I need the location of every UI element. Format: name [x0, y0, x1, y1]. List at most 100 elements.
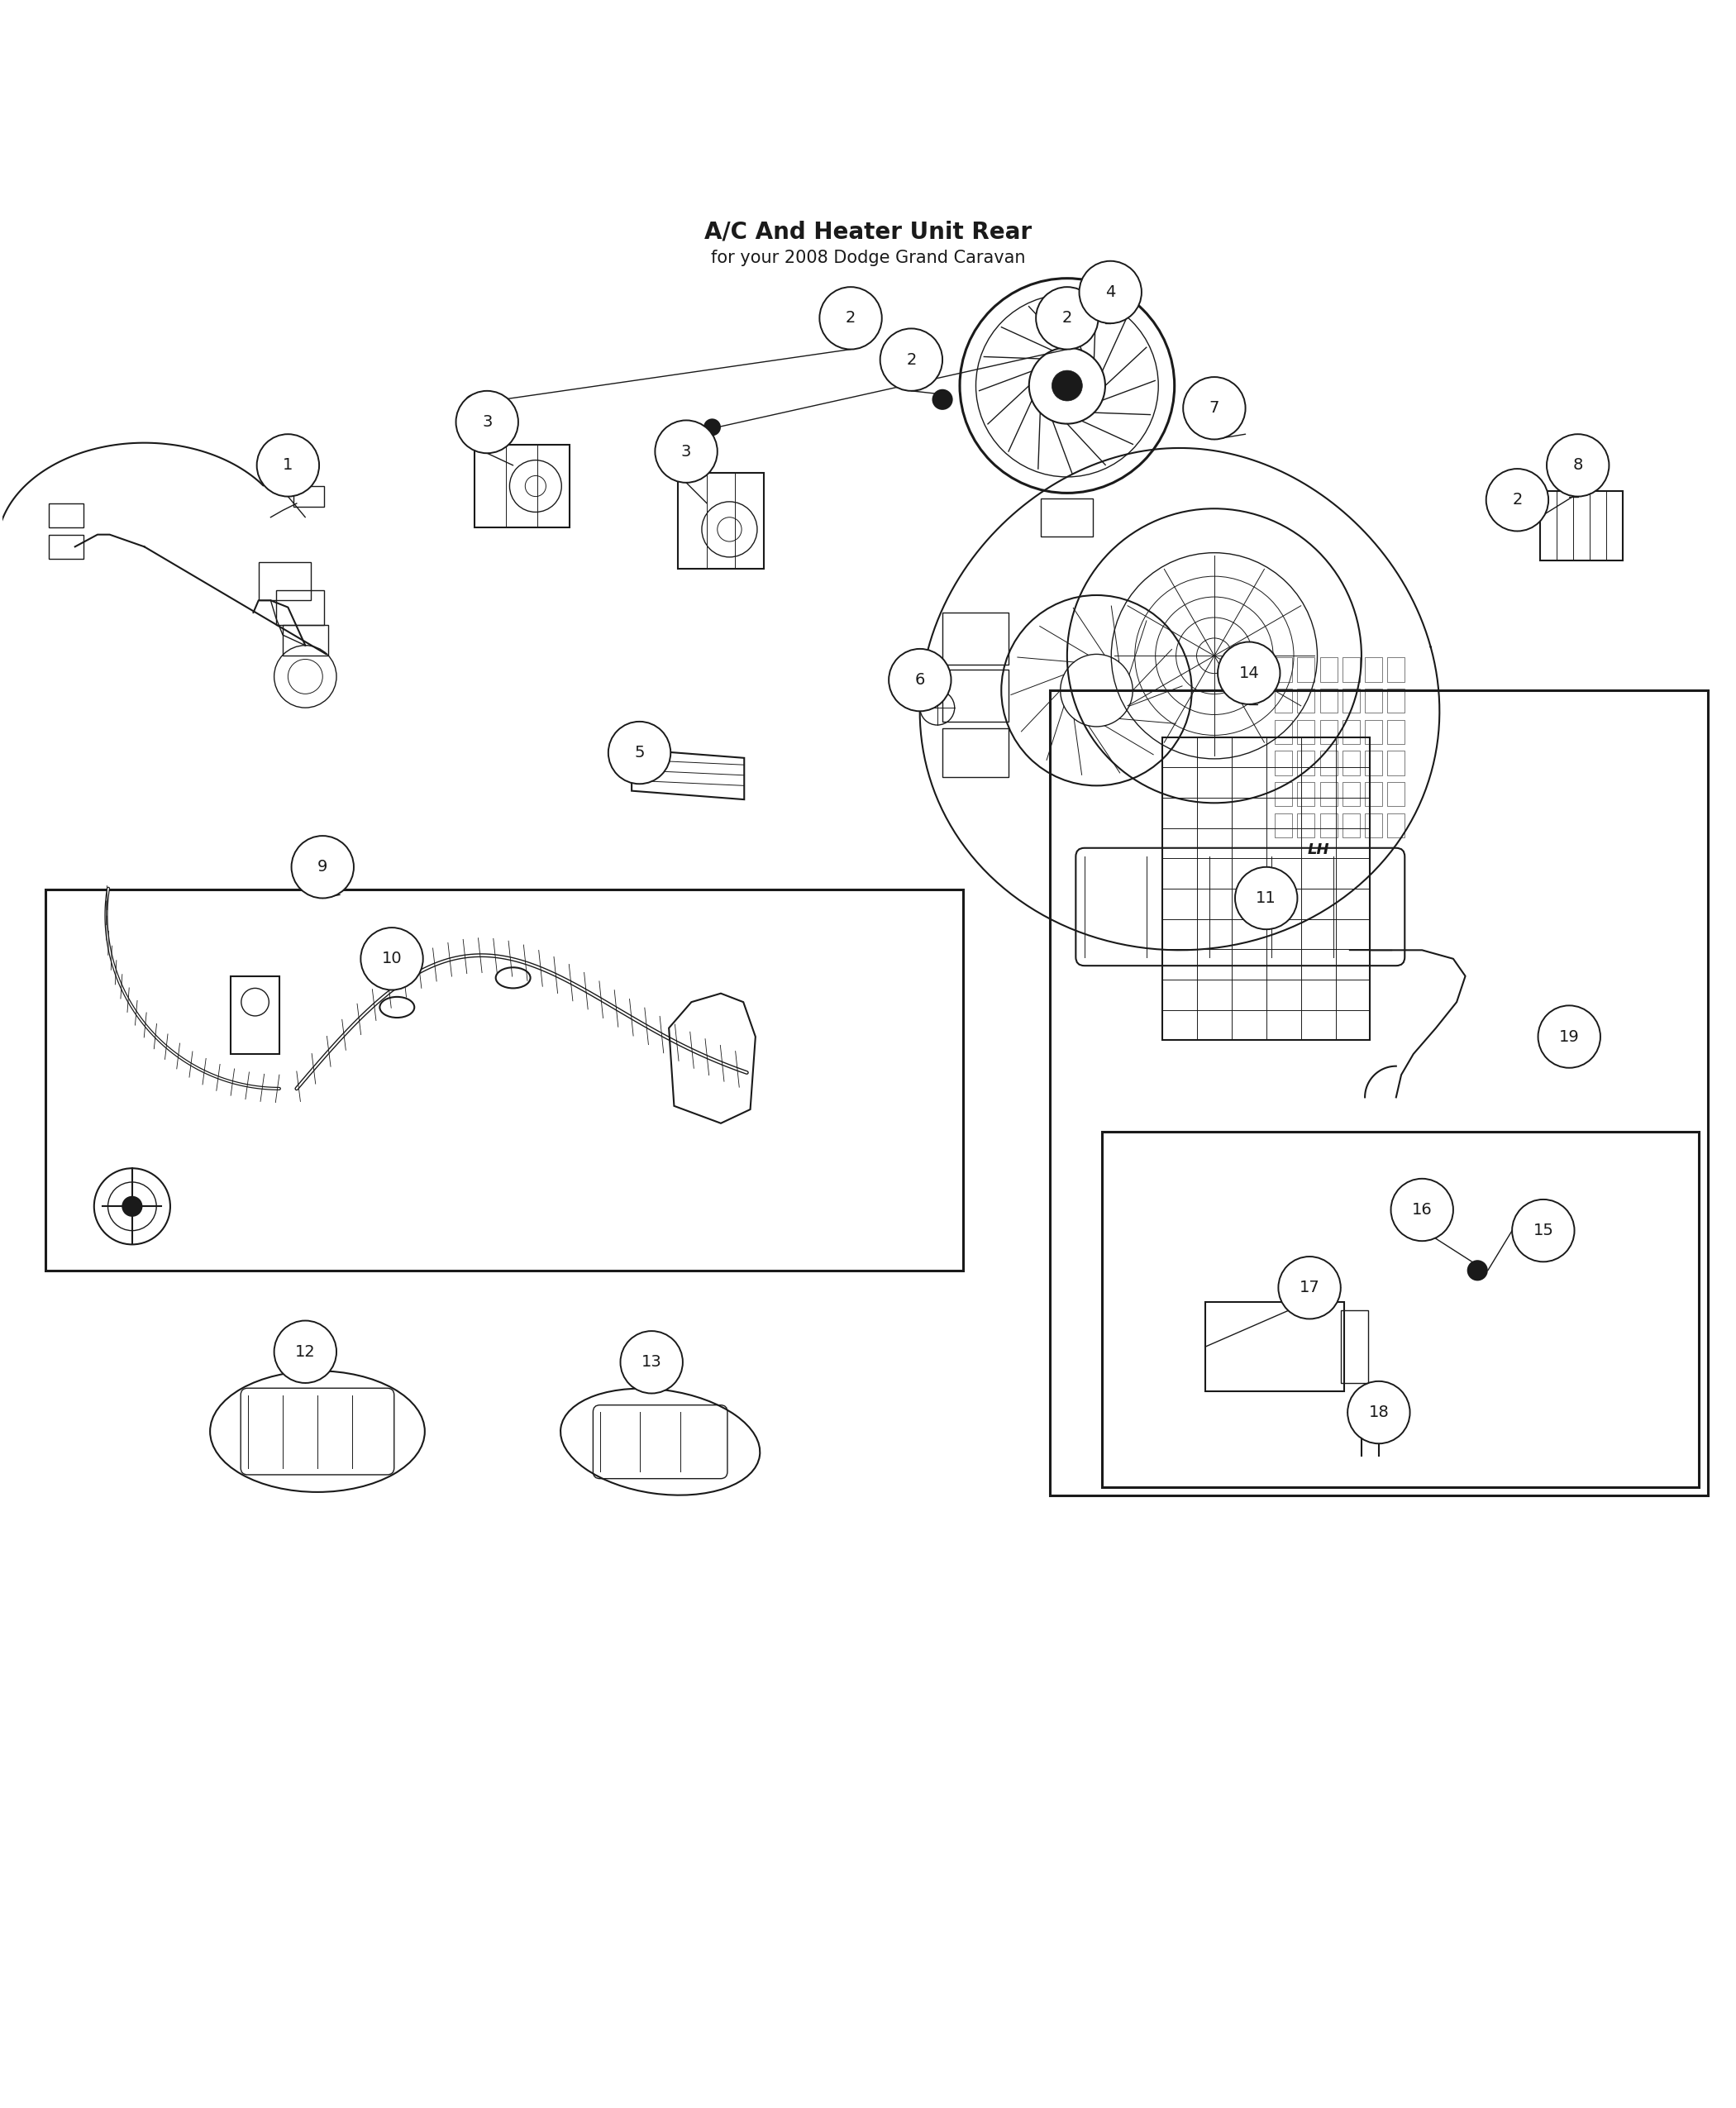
Text: 17: 17	[1299, 1280, 1319, 1296]
Circle shape	[889, 649, 951, 710]
Bar	[1387, 782, 1404, 807]
Circle shape	[1538, 1006, 1601, 1069]
Bar	[1342, 689, 1359, 713]
Bar	[1319, 750, 1337, 776]
Bar	[1387, 658, 1404, 681]
Bar	[1342, 782, 1359, 807]
Circle shape	[361, 928, 424, 991]
Text: 18: 18	[1368, 1404, 1389, 1421]
Circle shape	[1486, 468, 1549, 531]
Circle shape	[1547, 434, 1609, 497]
Text: 2: 2	[1062, 310, 1073, 327]
Bar	[1050, 691, 1708, 1495]
Circle shape	[620, 1330, 682, 1393]
Bar	[276, 590, 325, 624]
Circle shape	[1371, 1398, 1385, 1410]
Circle shape	[1278, 1256, 1340, 1320]
Text: 15: 15	[1533, 1223, 1554, 1240]
Circle shape	[1052, 371, 1082, 401]
Circle shape	[1080, 261, 1142, 323]
Bar	[1297, 658, 1314, 681]
Circle shape	[1036, 287, 1099, 350]
Bar	[1387, 689, 1404, 713]
Bar	[1319, 658, 1337, 681]
Bar	[1297, 689, 1314, 713]
Text: 4: 4	[1106, 285, 1116, 299]
Circle shape	[1217, 643, 1279, 704]
Bar	[1342, 658, 1359, 681]
Text: 1: 1	[283, 457, 293, 472]
Circle shape	[1184, 377, 1245, 438]
Text: 2: 2	[845, 310, 856, 327]
Text: for your 2008 Dodge Grand Caravan: for your 2008 Dodge Grand Caravan	[710, 249, 1026, 266]
Bar	[1364, 814, 1382, 837]
Bar	[283, 624, 328, 656]
Text: 3: 3	[483, 413, 493, 430]
Bar	[1364, 750, 1382, 776]
Text: 5: 5	[634, 744, 644, 761]
Circle shape	[465, 394, 483, 411]
Bar	[1297, 750, 1314, 776]
Text: LH: LH	[1307, 843, 1330, 858]
Bar	[1540, 491, 1623, 561]
Bar	[1342, 814, 1359, 837]
Circle shape	[1512, 1199, 1575, 1263]
Text: 11: 11	[1255, 890, 1276, 906]
Bar	[1205, 1301, 1344, 1391]
Bar	[259, 563, 311, 601]
Bar	[1319, 689, 1337, 713]
Bar	[943, 729, 1009, 778]
Circle shape	[457, 390, 519, 453]
Circle shape	[703, 419, 720, 436]
Bar	[1319, 782, 1337, 807]
Bar	[1342, 719, 1359, 744]
Bar	[1274, 689, 1292, 713]
Circle shape	[122, 1195, 142, 1216]
Bar	[1274, 750, 1292, 776]
Text: 2: 2	[1512, 491, 1522, 508]
Text: A/C And Heater Unit Rear: A/C And Heater Unit Rear	[705, 219, 1031, 242]
Circle shape	[608, 721, 670, 784]
Circle shape	[1391, 1178, 1453, 1242]
Bar	[1342, 750, 1359, 776]
Circle shape	[1354, 1398, 1368, 1410]
Circle shape	[1234, 866, 1297, 930]
Circle shape	[274, 1320, 337, 1383]
Bar	[1340, 1311, 1368, 1383]
Text: 19: 19	[1559, 1029, 1580, 1046]
Text: 8: 8	[1573, 457, 1583, 472]
Bar	[1274, 782, 1292, 807]
Circle shape	[257, 434, 319, 497]
Bar	[45, 890, 963, 1271]
Bar	[49, 535, 83, 559]
Circle shape	[880, 329, 943, 390]
Bar	[1364, 719, 1382, 744]
Bar	[293, 487, 325, 506]
Bar	[1042, 497, 1094, 535]
Bar	[1163, 738, 1370, 1039]
Text: 14: 14	[1240, 666, 1259, 681]
Bar	[1364, 689, 1382, 713]
Bar	[1319, 719, 1337, 744]
Text: 10: 10	[382, 951, 403, 968]
Bar	[1387, 814, 1404, 837]
Bar	[1274, 814, 1292, 837]
Bar	[1364, 658, 1382, 681]
Circle shape	[654, 419, 717, 483]
Bar	[677, 472, 764, 569]
Bar	[1297, 814, 1314, 837]
Text: 2: 2	[906, 352, 917, 367]
Circle shape	[1467, 1261, 1488, 1282]
Circle shape	[292, 837, 354, 898]
Bar	[943, 613, 1009, 664]
Bar	[1319, 814, 1337, 837]
Text: 13: 13	[641, 1353, 661, 1370]
Text: 6: 6	[915, 672, 925, 687]
Bar	[474, 445, 569, 527]
Bar	[1297, 719, 1314, 744]
Bar	[1387, 719, 1404, 744]
Bar	[1387, 750, 1404, 776]
Text: 7: 7	[1210, 401, 1219, 415]
Bar	[1297, 782, 1314, 807]
Text: 9: 9	[318, 860, 328, 875]
